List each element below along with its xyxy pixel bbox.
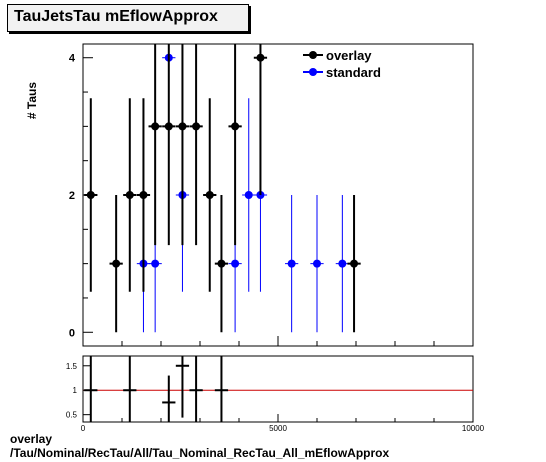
footer-line-2: /Tau/Nominal/RecTau/All/Tau_Nominal_RecT… [10, 446, 390, 460]
marker-overlay [112, 259, 121, 268]
data-point-overlay [136, 98, 151, 292]
data-point-standard [242, 98, 256, 292]
data-point-ratio [162, 375, 176, 422]
data-point-overlay [228, 44, 242, 246]
ratio-y-tick-label: 1.5 [66, 362, 78, 371]
marker-overlay [205, 191, 214, 199]
legend-marker [309, 51, 317, 59]
data-point-ratio [214, 356, 229, 422]
ratio-x-tick-label: 0 [81, 424, 86, 433]
data-point-ratio [84, 356, 98, 422]
data-point-overlay [203, 98, 217, 292]
main-y-tick-label: 2 [69, 190, 75, 202]
marker-standard [338, 259, 347, 268]
marker-overlay [178, 122, 187, 131]
data-point-overlay [253, 44, 268, 195]
ratio-x-tick-label: 10000 [462, 424, 485, 433]
marker-overlay [256, 53, 265, 62]
data-point-ratio [189, 356, 203, 422]
data-point-standard [310, 195, 324, 333]
marker-standard [231, 259, 240, 268]
marker-overlay [139, 191, 148, 199]
data-point-overlay [214, 195, 229, 333]
marker-overlay [164, 122, 173, 131]
legend-label: overlay [326, 48, 372, 63]
marker-standard [287, 259, 296, 268]
ratio-plot-frame [82, 355, 474, 423]
marker-standard [313, 259, 321, 268]
footer-line-1: overlay [10, 432, 53, 446]
marker-overlay [192, 122, 201, 131]
ratio-y-tick-label: 0.5 [66, 411, 78, 420]
data-point-standard [285, 195, 299, 333]
ratio-x-tick-label: 5000 [269, 424, 287, 433]
data-point-overlay [123, 98, 137, 292]
legend-entry-overlay: overlay [303, 48, 372, 63]
marker-overlay [125, 191, 134, 199]
data-point-overlay [148, 44, 162, 246]
data-point-overlay [109, 195, 123, 333]
legend-entry-standard: standard [303, 65, 381, 80]
data-point-overlay [347, 195, 361, 333]
marker-overlay [217, 259, 226, 268]
marker-standard [244, 191, 253, 199]
legend-label: standard [326, 65, 381, 80]
chart-title: TauJetsTau mEflowApprox [14, 8, 218, 25]
data-point-overlay [175, 44, 190, 246]
marker-standard [151, 259, 160, 268]
data-point-ratio [175, 356, 190, 418]
main-y-tick-label: 0 [69, 327, 75, 339]
marker-overlay [231, 122, 240, 131]
legend-marker [309, 68, 317, 76]
main-y-tick-label: 4 [69, 53, 76, 65]
data-point-ratio [123, 356, 137, 422]
title-box: TauJetsTau mEflowApprox [7, 4, 249, 32]
ratio-y-tick-label: 1 [73, 386, 78, 395]
marker-overlay [350, 259, 359, 268]
marker-overlay [86, 191, 95, 199]
data-point-overlay [84, 98, 98, 292]
data-point-standard [335, 195, 349, 333]
marker-overlay [151, 122, 160, 131]
footer: overlay /Tau/Nominal/RecTau/All/Tau_Nomi… [10, 432, 389, 460]
data-point-overlay [189, 44, 203, 246]
data-point-overlay [162, 44, 176, 246]
main-y-axis-label: # Taus [25, 82, 39, 119]
